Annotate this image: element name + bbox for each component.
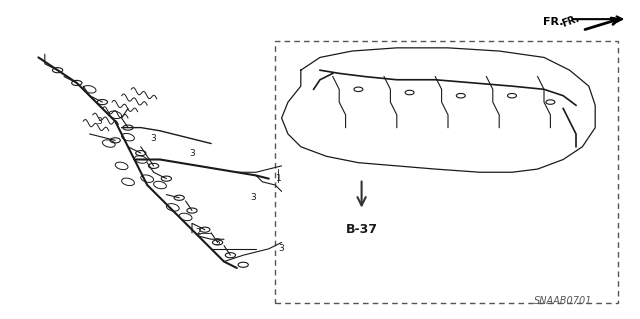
Text: B-37: B-37	[346, 223, 378, 236]
Text: 3: 3	[189, 149, 195, 158]
Text: 3: 3	[97, 117, 102, 126]
Text: 1: 1	[276, 174, 281, 183]
Text: 3: 3	[151, 134, 156, 143]
Text: 3: 3	[279, 244, 284, 253]
Text: 3: 3	[215, 238, 220, 247]
Text: SNAAB0701: SNAAB0701	[534, 296, 593, 307]
Text: FR.: FR.	[543, 17, 563, 27]
Text: 3: 3	[250, 193, 255, 202]
Text: 2: 2	[196, 228, 201, 237]
Text: FR.: FR.	[561, 13, 581, 29]
Bar	[275, 41, 618, 303]
